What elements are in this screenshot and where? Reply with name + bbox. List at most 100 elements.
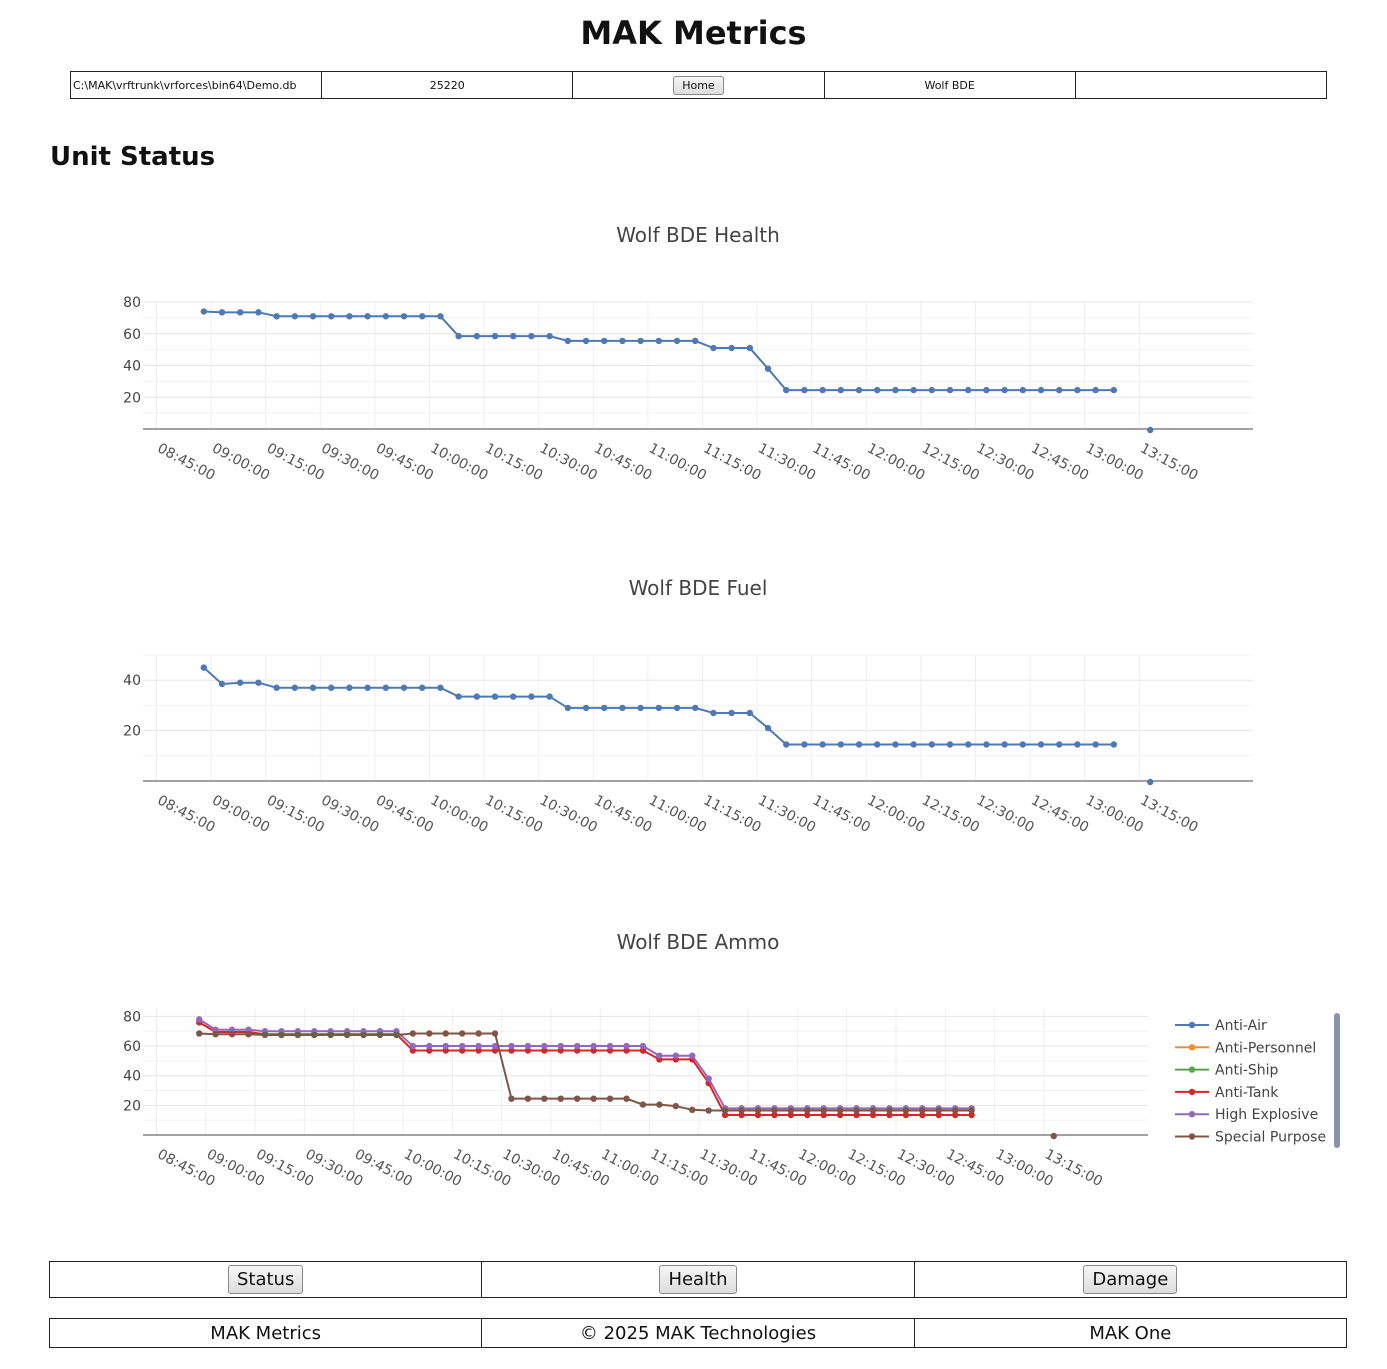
data-point: [655, 337, 663, 345]
data-point: [606, 1047, 614, 1054]
data-point: [1110, 386, 1118, 394]
legend-item[interactable]: High Explosive: [1215, 1107, 1318, 1123]
data-point: [672, 1052, 679, 1059]
data-point: [819, 741, 826, 748]
data-point: [637, 337, 644, 345]
data-point: [212, 1031, 219, 1038]
data-point: [820, 1111, 827, 1119]
legend-marker: [1188, 1066, 1196, 1073]
data-point: [393, 1031, 400, 1039]
data-point: [564, 337, 572, 345]
data-point: [426, 1042, 433, 1050]
data-point: [783, 741, 790, 748]
x-tick-label: 10:15:00: [482, 792, 545, 836]
data-point: [721, 1111, 729, 1119]
y-tick-label: 20: [123, 724, 141, 740]
x-tick-label: 12:15:00: [919, 792, 982, 836]
data-point: [656, 1101, 663, 1108]
data-point: [689, 1106, 696, 1113]
data-point: [1056, 386, 1063, 394]
data-point: [309, 684, 317, 691]
session-id: 25220: [321, 71, 574, 99]
data-point: [619, 704, 626, 712]
x-tick-label: 09:45:00: [373, 792, 436, 836]
data-point: [951, 1107, 959, 1114]
legend-item[interactable]: Anti-Tank: [1215, 1085, 1279, 1101]
footer-app-name: MAK Metrics: [48, 1318, 483, 1348]
chart-grid: [143, 654, 1253, 781]
health-chart: Wolf BDE Health2040608008:45:0009:00:000…: [123, 223, 1253, 484]
data-point: [1074, 741, 1081, 748]
data-point: [1056, 741, 1063, 748]
data-point: [508, 1095, 515, 1102]
data-point: [623, 1042, 630, 1050]
data-point: [278, 1031, 285, 1039]
y-tick-label: 40: [123, 673, 141, 689]
data-point: [754, 1107, 762, 1114]
data-point: [639, 1101, 647, 1108]
data-point: [196, 1016, 203, 1023]
data-point: [228, 1026, 236, 1033]
health-button[interactable]: Health: [659, 1265, 737, 1294]
data-point: [946, 741, 954, 748]
data-point: [874, 386, 881, 394]
home-button[interactable]: Home: [673, 75, 724, 95]
damage-button[interactable]: Damage: [1083, 1265, 1178, 1294]
x-tick-label: 10:30:00: [537, 792, 600, 836]
data-point: [510, 332, 517, 340]
data-point: [382, 313, 390, 320]
data-point: [820, 1107, 827, 1114]
data-point: [1001, 741, 1008, 748]
data-point: [360, 1031, 367, 1039]
data-point: [919, 1111, 926, 1119]
data-point: [273, 684, 280, 691]
data-point: [837, 386, 845, 394]
data-point: [787, 1107, 795, 1114]
x-tick-label: 11:30:00: [755, 440, 818, 484]
data-point: [804, 1107, 811, 1114]
x-tick-label: 11:00:00: [646, 440, 709, 484]
data-point: [754, 1111, 762, 1119]
legend-item[interactable]: Special Purpose: [1215, 1130, 1326, 1146]
data-point: [245, 1031, 252, 1038]
data-point: [455, 332, 462, 340]
data-point: [1147, 778, 1154, 786]
data-point: [218, 680, 226, 688]
data-point: [892, 741, 899, 748]
data-point: [983, 741, 990, 748]
data-point: [639, 1042, 647, 1050]
data-point: [738, 1111, 745, 1119]
data-point: [437, 313, 444, 320]
data-point: [255, 309, 262, 316]
legend-item[interactable]: Anti-Personnel: [1215, 1040, 1316, 1056]
legend-scrollbar[interactable]: [1334, 1013, 1340, 1148]
data-point: [382, 684, 390, 691]
data-point: [582, 337, 590, 345]
legend-item[interactable]: Anti-Air: [1215, 1018, 1267, 1034]
data-point: [692, 337, 699, 345]
footer-product: MAK One: [913, 1318, 1348, 1348]
data-point: [637, 704, 644, 712]
data-point: [836, 1111, 844, 1119]
data-point: [673, 337, 681, 345]
data-point: [728, 344, 735, 352]
x-tick-label: 09:15:00: [264, 792, 327, 836]
data-point: [491, 1042, 499, 1050]
legend-item[interactable]: Anti-Ship: [1215, 1063, 1279, 1079]
data-point: [346, 313, 353, 320]
x-tick-label: 10:00:00: [428, 440, 491, 484]
data-point: [902, 1107, 910, 1114]
status-button[interactable]: Status: [227, 1265, 304, 1294]
data-point: [801, 386, 808, 394]
data-point: [212, 1026, 219, 1033]
data-point: [1110, 741, 1118, 748]
legend-marker: [1188, 1111, 1196, 1118]
data-point: [541, 1042, 548, 1050]
data-point: [1092, 386, 1099, 394]
data-point: [491, 693, 499, 700]
data-point: [327, 1031, 334, 1039]
data-point: [364, 313, 371, 320]
data-point: [836, 1107, 844, 1114]
data-point: [582, 704, 590, 712]
data-point: [524, 1042, 532, 1050]
